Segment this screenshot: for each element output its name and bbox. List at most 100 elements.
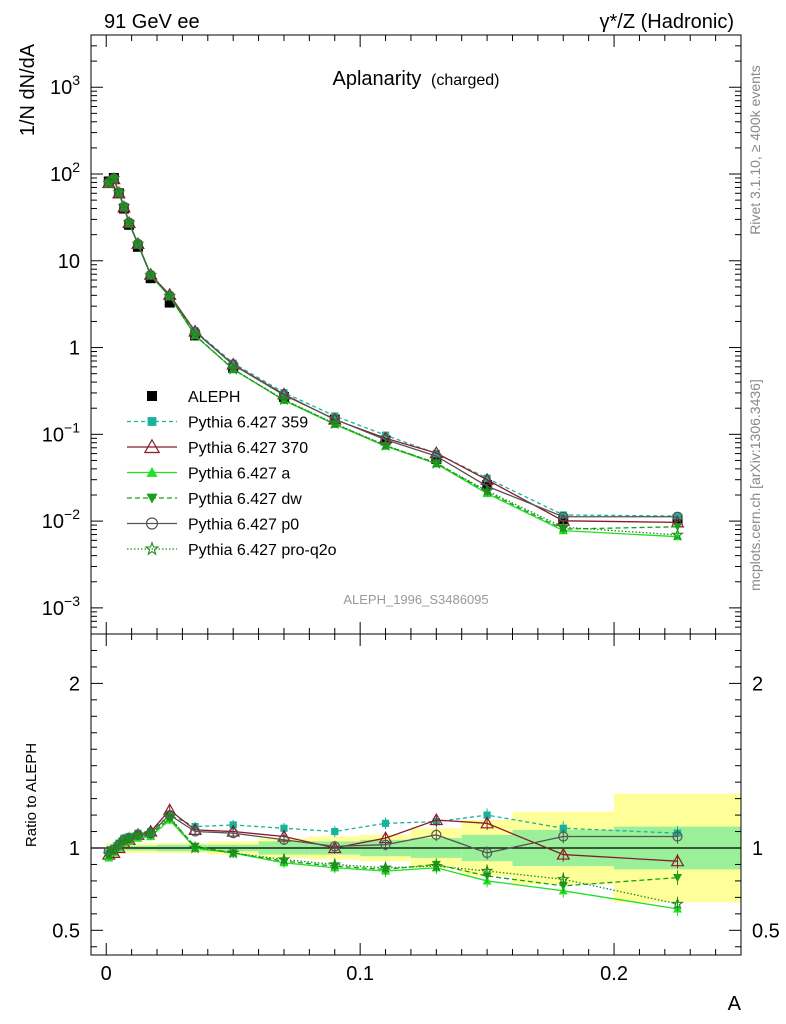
marker-triangle-open [143, 438, 161, 454]
legend-item-0: ALEPH [147, 389, 240, 406]
marker-circle-open [558, 831, 569, 842]
x-axis-label: A [728, 993, 742, 1015]
plot-title: Aplanarity (charged) [333, 68, 500, 90]
y-tick-label: 102 [50, 159, 80, 186]
marker-star [670, 528, 685, 541]
marker-circle-open [190, 326, 201, 337]
marker-star [122, 215, 136, 229]
marker-circle-open [329, 414, 340, 425]
y-tick-label: 10−2 [42, 506, 80, 533]
legend: ALEPH Pythia 6.427 359 Pythia 6.427 370 Pyt… [127, 389, 337, 559]
legend-item-3: Pythia 6.427 a [127, 466, 290, 483]
marker-circle-open [672, 511, 683, 522]
marker-circle-open [145, 517, 159, 530]
marker-star [122, 831, 136, 844]
marker-star [556, 520, 570, 533]
legend-label: Pythia 6.427 dw [188, 491, 302, 508]
marker-star [107, 171, 121, 185]
x-tick-label: 0.2 [600, 963, 628, 985]
marker-star [670, 897, 685, 910]
marker-star [144, 268, 158, 281]
ratio-tick-label-right: 0.5 [752, 920, 780, 942]
marker-star [226, 846, 240, 859]
marker-square [280, 389, 288, 397]
series-5 [102, 171, 685, 541]
marker-circle-open [278, 834, 290, 845]
marker-star [480, 483, 494, 497]
marker-star [131, 237, 145, 250]
series-line [108, 177, 678, 538]
marker-star [131, 828, 145, 841]
y-tick-label: 10−1 [42, 419, 80, 446]
legend-item-6: Pythia 6.427 pro-q2o [127, 541, 337, 559]
data-point [147, 391, 157, 401]
marker-triangle-open [480, 816, 494, 829]
ratio-tick-label-left: 2 [69, 673, 80, 695]
marker-circle-open [228, 828, 239, 839]
process-label: γ*/Z (Hadronic) [600, 11, 734, 33]
marker-star [226, 362, 240, 375]
marker-triangle-open [556, 847, 571, 860]
analysis-label: ALEPH_1996_S3486095 [343, 592, 488, 607]
plot-title-main: Aplanarity [333, 68, 422, 90]
marker-circle-open [672, 831, 683, 842]
energy-label: 91 GeV ee [104, 11, 200, 33]
marker-triangle-open [429, 812, 444, 826]
marker-star [144, 826, 158, 839]
marker-circle-open [431, 829, 442, 840]
legend-label: Pythia 6.427 p0 [188, 517, 299, 534]
axes-layer: 0 0.1 0.2 10−3 10−2 10−1 1 10 102 103 0.5 0.5 1 1 2 2 [42, 34, 780, 985]
marker-star [328, 857, 342, 870]
legend-label: Pythia 6.427 pro-q2o [188, 542, 337, 559]
ratio-series-5 [102, 809, 685, 912]
series-2 [104, 174, 683, 541]
marker-triangle-down [673, 523, 683, 532]
marker-star [378, 860, 393, 874]
series-line [108, 177, 678, 536]
ratio-tick-label-right: 1 [752, 838, 763, 860]
marker-circle-open [278, 389, 290, 401]
marker-star [117, 832, 131, 846]
plot-title-sub: (charged) [431, 72, 499, 89]
y-tick-label: 10−3 [42, 593, 80, 620]
marker-square [483, 811, 491, 819]
marker-star [277, 392, 291, 406]
marker-triangle-open [327, 840, 342, 854]
marker-star [163, 809, 177, 823]
marker-star [429, 859, 443, 872]
marker-triangle [146, 467, 158, 477]
legend-label: Pythia 6.427 359 [188, 415, 308, 432]
y-axis-label: 1/N dN/dA [17, 43, 39, 136]
marker-square [331, 412, 339, 420]
legend-item-5: Pythia 6.427 p0 [127, 517, 299, 534]
ratio-y-axis-label: Ratio to ALEPH [23, 743, 40, 847]
marker-star [277, 852, 291, 866]
marker-star [112, 185, 126, 199]
x-tick-label: 0 [101, 963, 112, 985]
marker-square [280, 824, 288, 832]
y-tick-label: 1 [69, 338, 80, 360]
legend-item-1: Pythia 6.427 359 [127, 415, 308, 432]
marker-circle-open [380, 434, 391, 445]
marker-circle-open [329, 841, 340, 852]
marker-star [188, 328, 202, 342]
marker-circle-open [431, 450, 442, 462]
marker-circle-open [228, 359, 239, 370]
ratio-tick-label-left: 1 [69, 838, 80, 860]
marker-star [480, 864, 494, 877]
marker-square [559, 824, 567, 832]
data-point [558, 514, 569, 525]
marker-square [331, 827, 339, 836]
marker-square [381, 819, 390, 827]
legend-label: Pythia 6.427 a [188, 466, 290, 483]
marker-triangle-open [670, 854, 685, 867]
marker-star [378, 438, 393, 451]
ratio-tick-label-left: 0.5 [52, 920, 80, 942]
legend-item-2: Pythia 6.427 370 [127, 438, 308, 457]
marker-star [429, 456, 443, 470]
ratio-frame [90, 633, 742, 956]
mcplots-label: mcplots.cern.ch [arXiv:1306.3436] [747, 379, 763, 591]
marker-star [117, 199, 131, 213]
marker-circle-open [380, 839, 391, 850]
marker-circle-open [481, 847, 493, 859]
